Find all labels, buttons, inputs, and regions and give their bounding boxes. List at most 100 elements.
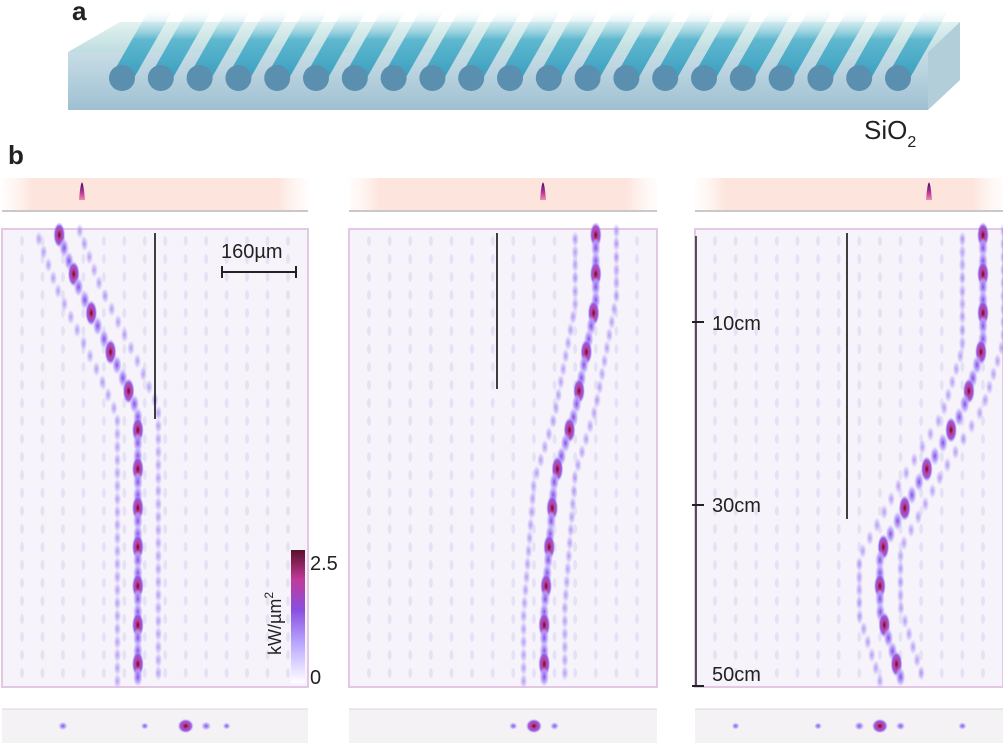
background-streak bbox=[531, 236, 536, 246]
beam-side-spot bbox=[958, 322, 967, 338]
background-streak bbox=[939, 578, 944, 588]
background-streak bbox=[733, 650, 738, 660]
beam-side-spot bbox=[154, 548, 163, 564]
beam-side-spot bbox=[49, 270, 58, 286]
beam-side-spot bbox=[154, 639, 163, 655]
background-streak bbox=[816, 542, 821, 552]
background-streak bbox=[836, 488, 841, 498]
background-streak bbox=[573, 542, 578, 552]
beam-side-spot bbox=[935, 470, 944, 486]
background-streak bbox=[142, 290, 147, 300]
background-streak bbox=[635, 380, 639, 390]
background-streak bbox=[511, 488, 516, 498]
background-streak bbox=[449, 470, 454, 480]
background-streak bbox=[713, 650, 717, 660]
beam-side-spot bbox=[532, 465, 541, 481]
background-streak bbox=[898, 470, 903, 480]
background-streak bbox=[40, 524, 45, 534]
background-streak bbox=[142, 416, 147, 426]
beam-intensity-spot bbox=[92, 316, 103, 336]
background-streak bbox=[20, 596, 24, 606]
background-streak bbox=[265, 596, 270, 606]
background-streak bbox=[816, 236, 821, 246]
background-streak bbox=[142, 344, 147, 354]
background-streak bbox=[183, 326, 188, 336]
background-streak bbox=[490, 308, 495, 318]
background-streak bbox=[60, 632, 65, 642]
background-streak bbox=[635, 236, 639, 246]
background-streak bbox=[511, 326, 516, 336]
background-streak bbox=[836, 362, 841, 372]
background-streak bbox=[939, 524, 944, 534]
background-streak bbox=[204, 542, 209, 552]
background-streak bbox=[754, 362, 759, 372]
background-streak bbox=[286, 452, 290, 462]
background-streak bbox=[593, 470, 598, 480]
beam-side-spot bbox=[896, 600, 905, 616]
beam-side-spot bbox=[154, 444, 163, 460]
background-streak bbox=[795, 542, 800, 552]
background-streak bbox=[101, 614, 106, 624]
background-streak bbox=[836, 272, 841, 282]
waveguide-rod-body bbox=[498, 8, 562, 78]
background-streak bbox=[733, 380, 738, 390]
background-streak bbox=[367, 470, 371, 480]
background-streak bbox=[449, 416, 454, 426]
background-streak bbox=[286, 506, 290, 516]
background-streak bbox=[981, 650, 985, 660]
beam-side-spot bbox=[60, 296, 69, 312]
background-streak bbox=[898, 362, 903, 372]
background-streak bbox=[795, 236, 800, 246]
background-streak bbox=[101, 416, 106, 426]
output-peak bbox=[871, 718, 888, 734]
background-streak bbox=[635, 362, 639, 372]
beam-side-spot bbox=[92, 361, 101, 377]
background-streak bbox=[593, 560, 598, 570]
background-streak bbox=[857, 524, 862, 534]
background-streak bbox=[635, 668, 639, 678]
beam-side-spot bbox=[113, 413, 122, 429]
background-streak bbox=[635, 272, 639, 282]
background-streak bbox=[183, 236, 188, 246]
background-streak bbox=[614, 470, 619, 480]
background-streak bbox=[470, 578, 475, 588]
background-streak bbox=[60, 416, 65, 426]
background-streak bbox=[20, 632, 24, 642]
background-streak bbox=[470, 560, 475, 570]
background-streak bbox=[40, 614, 45, 624]
background-streak bbox=[816, 560, 821, 570]
beam-side-spot bbox=[139, 366, 148, 382]
background-streak bbox=[857, 434, 862, 444]
beam-side-spot bbox=[612, 223, 621, 239]
background-streak bbox=[795, 488, 800, 498]
background-streak bbox=[142, 614, 147, 624]
beam-side-spot bbox=[999, 236, 1003, 252]
background-streak bbox=[224, 632, 229, 642]
background-streak bbox=[449, 236, 454, 246]
background-streak bbox=[204, 452, 209, 462]
background-streak bbox=[387, 614, 392, 624]
background-streak bbox=[857, 272, 862, 282]
background-streak bbox=[593, 524, 598, 534]
background-streak bbox=[713, 380, 717, 390]
background-streak bbox=[816, 398, 821, 408]
background-streak bbox=[101, 578, 106, 588]
background-streak bbox=[224, 542, 229, 552]
background-streak bbox=[224, 578, 229, 588]
beam-side-spot bbox=[154, 561, 163, 577]
beam-side-spot bbox=[999, 249, 1003, 265]
background-streak bbox=[939, 614, 944, 624]
beam-side-spot bbox=[568, 309, 577, 325]
background-streak bbox=[713, 632, 717, 642]
background-streak bbox=[183, 434, 188, 444]
background-streak bbox=[960, 560, 965, 570]
background-streak bbox=[939, 650, 944, 660]
background-streak bbox=[81, 398, 86, 408]
beam-side-spot bbox=[563, 561, 572, 577]
beam-side-spot bbox=[958, 283, 967, 299]
background-streak bbox=[428, 398, 433, 408]
background-streak bbox=[449, 524, 454, 534]
beam-side-spot bbox=[560, 626, 569, 642]
background-streak bbox=[224, 596, 229, 606]
background-streak bbox=[286, 632, 290, 642]
